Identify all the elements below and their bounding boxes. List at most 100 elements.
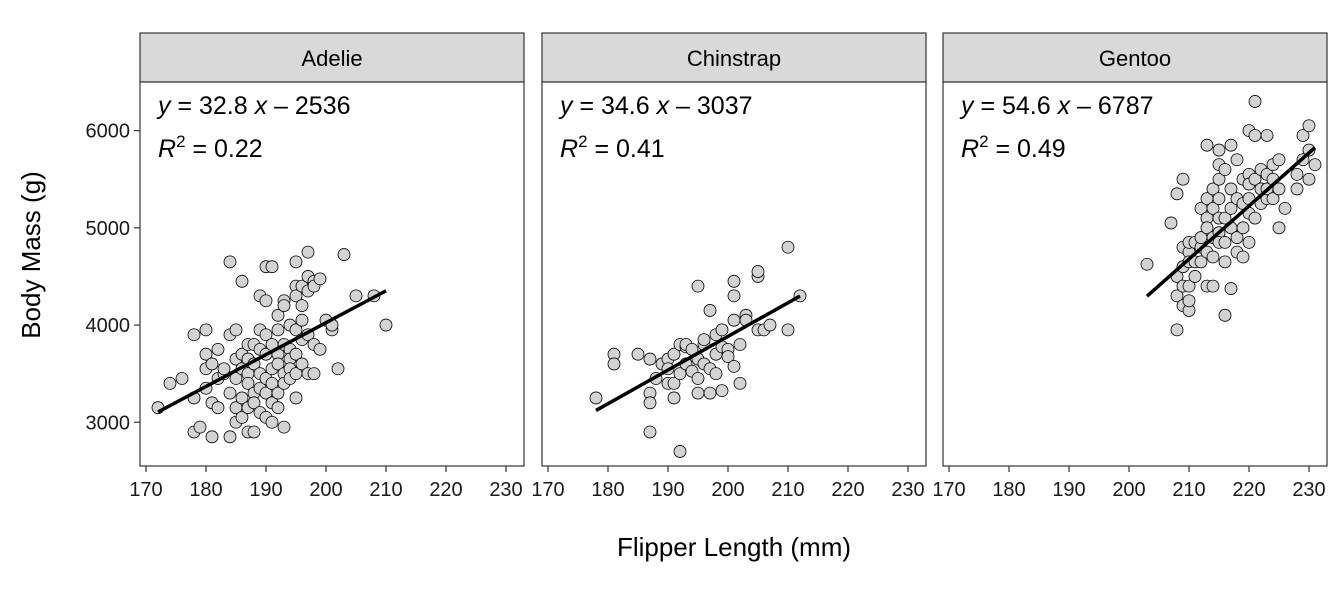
x-tick-label: 230 xyxy=(1292,479,1325,501)
data-point xyxy=(1176,172,1190,186)
data-point xyxy=(1302,119,1316,133)
equation-part: y xyxy=(959,92,975,120)
data-point xyxy=(187,328,201,342)
data-point xyxy=(643,425,657,439)
x-tick-label: 220 xyxy=(429,479,462,501)
x-tick-label: 220 xyxy=(1232,479,1265,501)
data-point xyxy=(271,323,285,337)
data-point xyxy=(1206,279,1220,293)
x-tick-label: 200 xyxy=(1112,479,1145,501)
r-superscript: 2 xyxy=(176,132,185,151)
data-point xyxy=(301,245,315,259)
data-point xyxy=(1248,172,1262,186)
data-point xyxy=(727,289,741,303)
data-point xyxy=(241,376,255,390)
x-tick-label: 190 xyxy=(651,479,684,501)
data-point xyxy=(313,272,327,286)
r-symbol: R xyxy=(560,135,578,163)
data-point xyxy=(271,357,285,371)
data-point xyxy=(289,391,303,405)
data-point xyxy=(727,313,741,327)
data-point xyxy=(631,347,645,361)
data-point xyxy=(289,255,303,269)
data-point xyxy=(331,362,345,376)
data-point xyxy=(1206,201,1220,215)
x-tick-label: 200 xyxy=(309,479,342,501)
data-point xyxy=(1164,216,1178,230)
data-point xyxy=(295,313,309,327)
equation-part: y xyxy=(156,92,172,120)
regression-line xyxy=(1145,146,1317,298)
equation-part: y xyxy=(558,92,574,120)
data-point xyxy=(667,391,681,405)
equation-part: x xyxy=(656,92,671,120)
data-point xyxy=(295,299,309,312)
equation-label: y = 32.8 x – 2536 xyxy=(156,92,351,120)
data-point xyxy=(313,342,327,356)
data-point xyxy=(1308,158,1322,172)
x-tick-label: 180 xyxy=(992,479,1025,501)
data-point xyxy=(199,323,213,337)
data-point xyxy=(163,376,177,390)
data-point xyxy=(721,350,735,364)
data-point xyxy=(193,420,207,434)
data-point xyxy=(277,420,291,434)
data-point xyxy=(733,376,747,390)
x-tick-label: 210 xyxy=(369,479,402,501)
data-point xyxy=(223,255,237,269)
r-squared-label: R2 = 0.49 xyxy=(961,132,1066,163)
x-axis-title: Flipper Length (mm) xyxy=(617,532,851,562)
data-point xyxy=(1170,323,1184,337)
data-point xyxy=(1212,143,1226,157)
r-symbol: R xyxy=(961,135,979,163)
data-point xyxy=(1272,182,1286,196)
strip-background xyxy=(541,32,927,83)
data-point xyxy=(205,430,219,444)
data-point xyxy=(1212,172,1226,186)
r-squared-value: = 0.41 xyxy=(588,135,665,163)
data-point xyxy=(289,289,303,303)
x-tick-label: 180 xyxy=(189,479,222,501)
data-point xyxy=(205,357,219,371)
data-point xyxy=(1302,143,1316,157)
regression-line xyxy=(595,294,801,412)
data-point xyxy=(703,304,717,317)
r-squared-label: R2 = 0.41 xyxy=(560,132,665,163)
data-point xyxy=(289,323,303,337)
y-tick-label: 4000 xyxy=(86,315,131,337)
x-tick-label: 230 xyxy=(891,479,924,501)
regression-line xyxy=(157,289,387,414)
data-point xyxy=(673,367,687,381)
data-point xyxy=(265,260,279,274)
data-point xyxy=(1236,250,1250,264)
data-point xyxy=(727,359,741,373)
equation-part: – 2536 xyxy=(267,92,350,120)
data-point xyxy=(1290,182,1304,196)
data-point xyxy=(175,372,189,385)
data-point xyxy=(697,333,711,347)
x-tick-label: 170 xyxy=(129,479,162,501)
panel-gentoo: Gentoo 170 180 190 200 210 220 230 y = 54.6 x – … xyxy=(932,32,1328,501)
data-point xyxy=(1248,129,1262,142)
data-point xyxy=(1218,236,1232,249)
data-point xyxy=(349,289,363,303)
data-point xyxy=(289,347,303,361)
data-point xyxy=(715,323,729,337)
equation-part: x xyxy=(1057,92,1072,120)
data-point xyxy=(1170,289,1184,303)
data-point xyxy=(1206,250,1220,264)
data-point xyxy=(1248,95,1262,108)
equation-part: x xyxy=(254,92,269,120)
x-tick-label: 190 xyxy=(1052,479,1085,501)
panel-adelie: Adelie 3000 4000 5000 6000 170 180 190 200 210 220… xyxy=(86,32,525,501)
data-point xyxy=(667,376,681,390)
data-point xyxy=(781,323,795,337)
data-point xyxy=(337,248,351,261)
x-tick-label: 220 xyxy=(831,479,864,501)
data-point xyxy=(1188,270,1202,283)
data-point xyxy=(235,410,249,424)
data-point xyxy=(229,323,243,337)
equation-part: = 54.6 xyxy=(974,92,1058,120)
data-point xyxy=(1200,138,1214,152)
